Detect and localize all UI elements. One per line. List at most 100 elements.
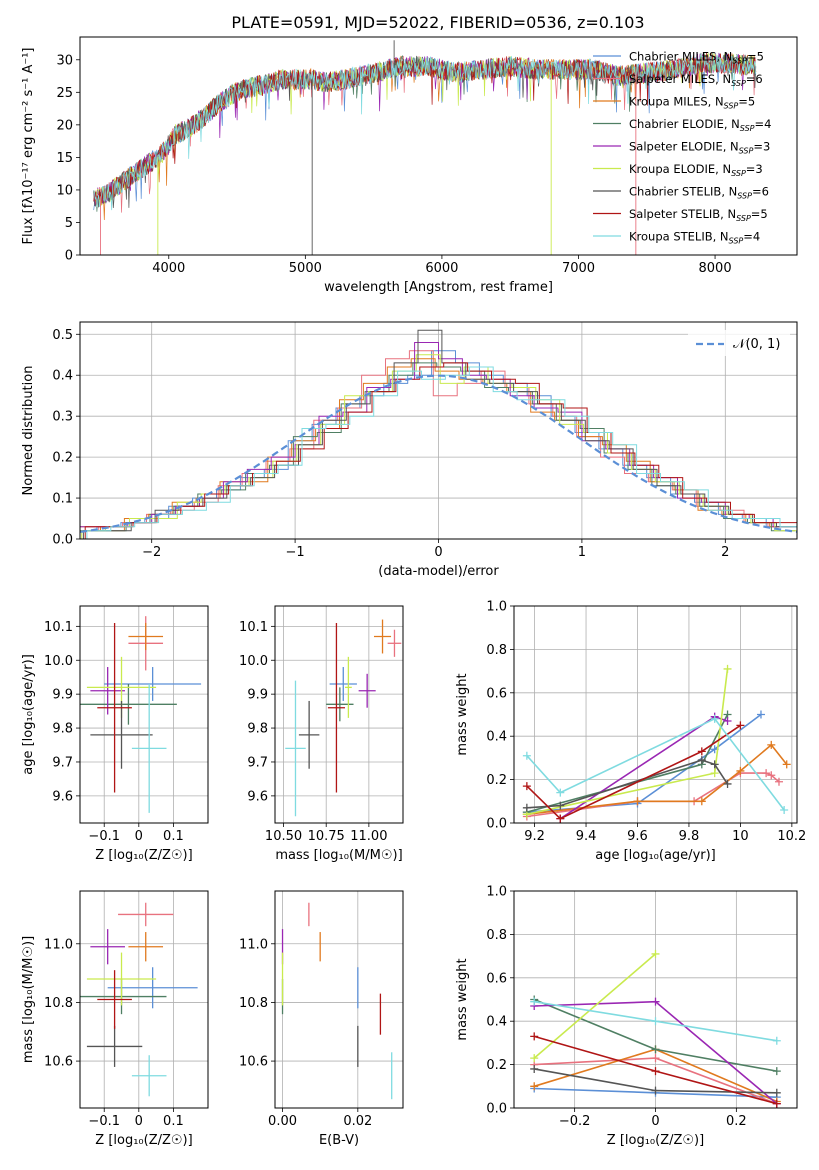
residuals-xlabel: (data-model)/error (378, 564, 499, 579)
weight_vs_age-ytick-label: 0.2 (486, 773, 507, 788)
weight_vs_Z-xtick-label: 0 (651, 1114, 659, 1129)
residuals-ylabel: Normed distribution (21, 366, 36, 496)
histogram-salpeter-stelib (84, 362, 797, 539)
mass_vs_ebv-ytick-label: 11.0 (239, 937, 268, 952)
legend-label-main: Kroupa STELIB, N (629, 230, 729, 244)
spectrum-ytick-label: 20 (56, 118, 73, 133)
weight_vs_age-xtick-label: 9.6 (627, 829, 648, 844)
weight_vs_Z-ytick-label: 0.8 (486, 928, 507, 943)
weight_vs_Z-axes: −0.2 0 0.2 0.0 0.2 0.4 0.6 0.8 1.0 Z [log₁₀(Z/Z☉)… (455, 885, 798, 1148)
weight-marker (651, 997, 660, 1006)
age_vs_Z-ytick-label: 9.9 (52, 688, 73, 703)
weight-marker (780, 805, 789, 814)
residuals-ytick-label: 0.0 (52, 533, 73, 548)
weight_vs_age-ytick-label: 0.0 (486, 817, 507, 832)
spectrum-xtick-label: 6000 (425, 261, 458, 276)
legend-label-sub: SSP (732, 57, 747, 66)
weight_vs_Z-xtick-label: −0.2 (559, 1114, 591, 1129)
histogram-chabrier-elodie (80, 362, 796, 532)
weight-line-kroupa-miles (526, 743, 788, 816)
spectrum-plot-area (93, 40, 757, 255)
age_vs_Z-ytick-label: 10.1 (44, 620, 73, 635)
weight_vs_age-ytick-label: 0.4 (486, 730, 507, 745)
legend-label: Kroupa ELODIE, NSSP=3 (629, 162, 763, 178)
legend-label-main: Kroupa ELODIE, N (629, 162, 731, 176)
weight-marker (710, 769, 719, 778)
weight-marker (772, 1088, 781, 1097)
residuals-xtick-label: 0 (434, 545, 442, 560)
weight_vs_age-ylabel: mass weight (455, 673, 470, 755)
age_vs_Z-xtick-label: 0.1 (163, 829, 184, 844)
weight_vs_Z-plot-area (530, 949, 781, 1108)
weight_vs_Z-ytick-label: 0.4 (486, 1015, 507, 1030)
legend-label-sub: SSP (740, 124, 755, 133)
weight-marker (697, 747, 706, 756)
age_vs_Z-plot-area (80, 616, 202, 813)
residuals-axes: −2 −1 0 1 2 0.0 0.1 0.2 0.3 0.4 0.5 (data-model)/er… (21, 321, 798, 579)
legend-label-sub: SSP (731, 79, 746, 88)
spectrum-xlabel: wavelength [Angstrom, rest frame] (324, 280, 553, 295)
legend-label-suffix: =5 (747, 50, 764, 64)
weight-marker (697, 756, 706, 765)
residuals-ytick-label: 0.1 (52, 492, 73, 507)
mass_vs_Z-frame (79, 890, 209, 1109)
age_vs_Z-xlabel: Z [log₁₀(Z/Z☉)] (95, 848, 192, 863)
weight-marker (767, 771, 776, 780)
weight-marker (522, 782, 531, 791)
weight_vs_age-axes: 9.2 9.4 9.6 9.8 10 10.2 0.0 0.2 0.4 0.6 0.8 1.0 age … (455, 600, 806, 864)
legend-label-main: Chabrier MILES, N (629, 50, 732, 64)
weight_vs_age-xlabel: age [log₁₀(age/yr)] (595, 848, 716, 863)
age_vs_mass-ytick-label: 9.7 (247, 755, 268, 770)
weight-marker (710, 714, 719, 723)
weight_vs_age-ytick-label: 0.8 (486, 643, 507, 658)
mass_vs_Z-ytick-label: 10.8 (44, 996, 73, 1011)
weight-marker (782, 760, 791, 769)
mass_vs_ebv-xtick-label: 0.02 (343, 1114, 372, 1129)
weight-marker (772, 1036, 781, 1045)
age_vs_mass-ytick-label: 10.1 (239, 620, 268, 635)
weight-marker (651, 1045, 660, 1054)
mass_vs_ebv-frame (274, 890, 404, 1109)
age_vs_Z-ytick-label: 10.0 (44, 654, 73, 669)
age_vs_mass-ytick-label: 10.0 (239, 654, 268, 669)
weight-marker (651, 1054, 660, 1063)
age_vs_mass-plot-area (285, 619, 402, 817)
legend-label-sub: SSP (724, 102, 739, 111)
mass_vs_Z-ylabel: mass [log₁₀(M/M☉)] (21, 936, 36, 1063)
mass_vs_Z-xtick-label: −0.1 (88, 1114, 120, 1129)
mass_vs_Z-ytick-label: 10.6 (44, 1055, 73, 1070)
weight-marker (756, 710, 765, 719)
legend-label-suffix: =6 (752, 185, 769, 199)
mass_vs_ebv-plot-area (281, 902, 393, 1100)
legend-label-sub: SSP (736, 214, 751, 223)
legend-label-sub: SSP (731, 169, 746, 178)
plots-container: 4000 5000 6000 7000 8000051015202530waveleng… (21, 36, 806, 1148)
mass_vs_Z-plot-area (80, 902, 198, 1097)
mass_vs_Z-xlabel: Z [log₁₀(Z/Z☉)] (95, 1133, 192, 1148)
weight_vs_age-xtick-label: 9.2 (524, 829, 545, 844)
legend-label-suffix: =4 (743, 230, 760, 244)
residuals-xtick-label: −2 (142, 545, 161, 560)
weight_vs_Z-ytick-label: 1.0 (486, 885, 507, 900)
weight-marker (767, 740, 776, 749)
legend-label: Kroupa STELIB, NSSP=4 (629, 230, 760, 246)
weight_vs_age-xtick-label: 9.4 (576, 829, 597, 844)
residuals-ytick-label: 0.5 (52, 328, 73, 343)
legend-label-sub: SSP (739, 147, 754, 156)
figure-title: PLATE=0591, MJD=52022, FIBERID=0536, z=0… (231, 13, 644, 32)
weight-marker (530, 1032, 539, 1041)
age_vs_Z-ytick-label: 9.8 (52, 722, 73, 737)
legend-label: Salpeter ELODIE, NSSP=3 (629, 140, 770, 156)
age_vs_Z-xtick-label: 0 (135, 829, 143, 844)
spectrum-ylabel: Flux [fλ10⁻¹⁷ erg cm⁻² s⁻¹ A⁻¹] (21, 48, 36, 245)
legend-label-suffix: =4 (755, 117, 772, 131)
age_vs_mass-ytick-label: 9.6 (247, 789, 268, 804)
weight-marker (723, 664, 732, 673)
spectrum-ytick-label: 5 (65, 216, 73, 231)
spectrum-ytick-label: 15 (56, 151, 73, 166)
legend-label-main: Kroupa MILES, N (629, 95, 724, 109)
legend-label: Chabrier STELIB, NSSP=6 (629, 185, 769, 201)
mass_vs_ebv-xlabel: E(B-V) (319, 1133, 359, 1148)
